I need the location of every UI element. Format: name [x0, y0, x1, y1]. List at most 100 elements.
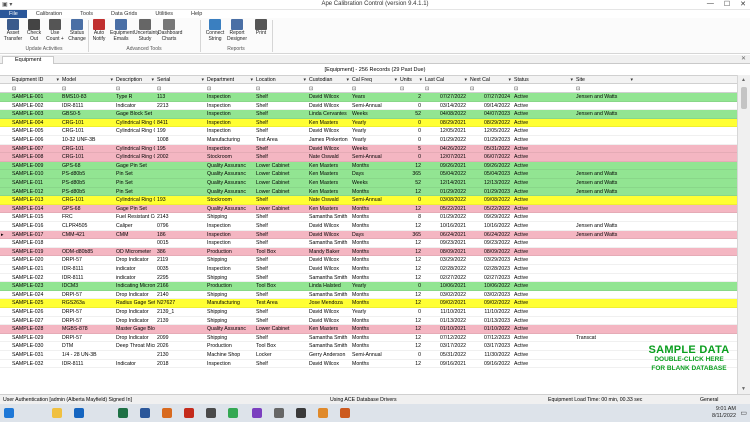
table-row[interactable]: SAMPLE-022 IDR-8111 indicator 2295 Shipping S…: [0, 273, 737, 283]
menu-file[interactable]: File: [0, 10, 27, 18]
filter-cell-last[interactable]: ⊡: [425, 86, 430, 92]
app-ape-icon[interactable]: [340, 408, 350, 418]
notification-icon[interactable]: ▭: [740, 410, 747, 417]
filter-cell-desc[interactable]: ⊡: [116, 86, 121, 92]
report-designer-button[interactable]: Report Designer: [226, 19, 248, 42]
auto-notify-button[interactable]: Auto Notify: [88, 19, 110, 42]
filter-cell-next[interactable]: ⊡: [470, 86, 475, 92]
table-row[interactable]: SAMPLE-010 PS-d80b5 Pin Set Quality Assuran…: [0, 170, 737, 179]
table-row[interactable]: SAMPLE-032 IDR-8111 Indicator 2018 Inspectio…: [0, 359, 737, 369]
table-row[interactable]: SAMPLE-005 CRG-101 Cylindrical Ring G 199 In…: [0, 127, 737, 136]
table-row[interactable]: SAMPLE-007 CRG-101 Cylindrical Ring G 195 In…: [0, 144, 737, 154]
quick-access-icon[interactable]: ▣ ▾: [2, 2, 13, 8]
filter-cell-serial[interactable]: ⊡: [157, 86, 162, 92]
table-row[interactable]: SAMPLE-003 GBS0-5 Gage Block Set Inspection…: [0, 110, 737, 119]
table-row[interactable]: SAMPLE-023 IDCM3 Indicating Microm 2166 Prod…: [0, 282, 737, 291]
maximize-button[interactable]: ☐: [723, 1, 731, 8]
table-row[interactable]: SAMPLE-018 0015 Inspection Shelf Samantha Sm…: [0, 239, 737, 248]
visual-studio-icon[interactable]: [252, 408, 262, 418]
filter-dropdown-icon[interactable]: ▾: [303, 77, 306, 83]
dashboard-charts-button[interactable]: Dashboard Charts: [158, 19, 182, 42]
search-icon[interactable]: [18, 408, 28, 418]
scroll-up-icon[interactable]: ▲: [741, 77, 746, 83]
sample-data-notice[interactable]: SAMPLE DATA DOUBLE-CLICK HERE FOR BLANK …: [640, 345, 738, 373]
table-row[interactable]: SAMPLE-029 DRPI-57 Drop Indicator 2099 Shipp…: [0, 333, 737, 343]
word-icon[interactable]: [140, 408, 150, 418]
table-row[interactable]: SAMPLE-014 GPS-68 Gage Pin Set Quality Assu…: [0, 204, 737, 214]
file-explorer-icon[interactable]: [52, 408, 62, 418]
table-row[interactable]: SAMPLE-013 CRG-101 Cylindrical Ring G 193 St…: [0, 196, 737, 205]
column-header-units[interactable]: Units ▾: [398, 76, 423, 85]
table-row[interactable]: SAMPLE-030 DTM Deep Throat Micr 2026 Product…: [0, 342, 737, 351]
connect-string-button[interactable]: Connect String: [204, 19, 226, 42]
filter-cell-model[interactable]: ⊡: [62, 86, 67, 92]
vertical-scrollbar[interactable]: ▲ ▼: [737, 75, 750, 394]
filter-cell-id[interactable]: ⊡: [12, 86, 17, 92]
filter-dropdown-icon[interactable]: ▾: [201, 77, 204, 83]
close-icon[interactable]: ✕: [740, 56, 746, 62]
table-row[interactable]: SAMPLE-004 CRG-101 Cylindrical Ring G 8411 I…: [0, 118, 737, 128]
clock[interactable]: 9:01 AM 8/11/2022: [712, 406, 736, 420]
table-row[interactable]: SAMPLE-008 CRG-101 Cylindrical Ring G 2002 S…: [0, 153, 737, 162]
table-row[interactable]: SAMPLE-015 FRC Fuel Resistant Co 2143 Shippi…: [0, 213, 737, 222]
filter-cell-dept[interactable]: ⊡: [207, 86, 212, 92]
filter-cell-loc[interactable]: ⊡: [256, 86, 261, 92]
table-row[interactable]: SAMPLE-009 GPS-68 Gage Pin Set Quality Assu…: [0, 161, 737, 171]
column-header-next[interactable]: Next Cal ▾: [468, 76, 512, 85]
table-row[interactable]: SAMPLE-012 PS-d80b5 Pin Set Quality Assuran…: [0, 187, 737, 197]
filter-dropdown-icon[interactable]: ▾: [630, 77, 633, 83]
asset-transfer-button[interactable]: Asset Transfer: [2, 19, 24, 42]
app-dark2-icon[interactable]: [296, 408, 306, 418]
filter-dropdown-icon[interactable]: ▾: [346, 77, 349, 83]
app-orange-icon[interactable]: [162, 408, 172, 418]
column-header-id[interactable]: Equipment ID ▾: [10, 76, 60, 85]
table-row[interactable]: SAMPLE-001 BMS10-83 Type R 113 Inspection She…: [0, 93, 737, 102]
filter-dropdown-icon[interactable]: ▾: [464, 77, 467, 83]
table-row[interactable]: ▸ SAMPLE-017 CMM-421 CMM 186 Inspection Shelf D…: [0, 230, 737, 240]
scroll-down-icon[interactable]: ▼: [741, 386, 746, 392]
filter-dropdown-icon[interactable]: ▾: [110, 77, 113, 83]
excel-icon[interactable]: [118, 408, 128, 418]
table-row[interactable]: SAMPLE-020 DRPI-57 Drop Indicator 2119 Shipp…: [0, 256, 737, 265]
outlook-icon[interactable]: [74, 408, 84, 418]
scrollbar-thumb[interactable]: [741, 87, 747, 109]
minimize-button[interactable]: —: [706, 0, 714, 7]
filter-dropdown-icon[interactable]: ▾: [570, 77, 573, 83]
use-count-button[interactable]: Use Count +: [44, 19, 66, 42]
filter-dropdown-icon[interactable]: ▾: [394, 77, 397, 83]
column-header-freq[interactable]: Cal Freq ▾: [350, 76, 398, 85]
column-header-model[interactable]: Model ▾: [60, 76, 114, 85]
filter-dropdown-icon[interactable]: ▾: [419, 77, 422, 83]
table-row[interactable]: SAMPLE-026 DRPI-57 Drop Indicator 2139_1 Shi…: [0, 308, 737, 317]
menu-calibration[interactable]: Calibration: [35, 11, 63, 17]
app-orange2-icon[interactable]: [318, 408, 328, 418]
menu-utilities[interactable]: Utilities: [155, 11, 174, 17]
filter-dropdown-icon[interactable]: ▾: [508, 77, 511, 83]
table-row[interactable]: SAMPLE-002 IDR-8111 Indicator 2213 Inspectio…: [0, 101, 737, 111]
filter-dropdown-icon[interactable]: ▾: [151, 77, 154, 83]
filter-cell-status[interactable]: ⊡: [514, 86, 519, 92]
filter-cell-site[interactable]: ⊡: [576, 86, 581, 92]
column-header-loc[interactable]: Location ▾: [254, 76, 307, 85]
filter-cell-cust[interactable]: ⊡: [309, 86, 314, 92]
table-row[interactable]: SAMPLE-027 DRPI-57 Drop Indicator 2139 Shipp…: [0, 316, 737, 326]
menu-tools[interactable]: Tools: [80, 11, 94, 17]
status-change-button[interactable]: Status Change: [66, 19, 88, 42]
tab-equipment[interactable]: Equipment: [2, 56, 55, 64]
table-row[interactable]: SAMPLE-019 ODM-d80b85 OD Micrometer 386 Prod…: [0, 247, 737, 257]
table-row[interactable]: SAMPLE-031 1/4 - 28 UN-3B 2130 Machine Shop…: [0, 351, 737, 360]
table-row[interactable]: SAMPLE-006 10-32 UNF-3B 1008 Manufacturing T…: [0, 136, 737, 145]
check-out-button[interactable]: Check Out: [23, 19, 45, 42]
column-header-serial[interactable]: Serial ▾: [155, 76, 205, 85]
filter-dropdown-icon[interactable]: ▾: [250, 77, 253, 83]
app-dark-icon[interactable]: [206, 408, 216, 418]
filter-cell-freq[interactable]: ⊡: [352, 86, 357, 92]
menu-help[interactable]: Help: [191, 11, 203, 17]
chrome-icon[interactable]: [228, 408, 238, 418]
close-button[interactable]: ✕: [740, 1, 746, 8]
column-header-status[interactable]: Status ▾: [512, 76, 574, 85]
column-header-cust[interactable]: Custodian ▾: [307, 76, 350, 85]
app-red-icon[interactable]: [184, 408, 194, 418]
column-header-last[interactable]: Last Cal ▾: [423, 76, 468, 85]
table-row[interactable]: SAMPLE-024 DRPI-57 Drop Indicator 2140 Shipp…: [0, 290, 737, 300]
